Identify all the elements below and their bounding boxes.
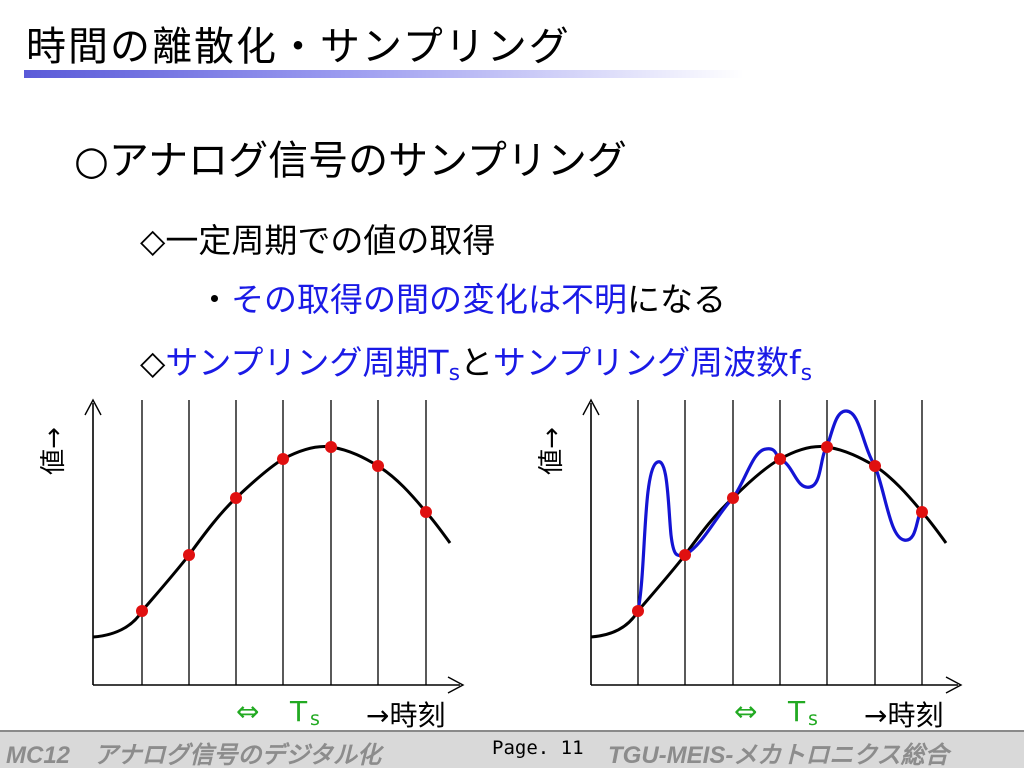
bullet-dot: ・ — [198, 280, 231, 319]
bullet-unknown-change-highlight: その取得の間の変化は不明 — [231, 280, 627, 319]
time-axis-arrowhead — [447, 676, 465, 694]
period-arrow: ⇔ — [734, 695, 757, 728]
footer-page-number: Page. 11 — [492, 737, 584, 759]
period-arrow: ⇔ — [236, 695, 259, 728]
bullet-periodic-sampling: ◇一定周期での値の取得 — [140, 214, 495, 262]
sample-point — [727, 492, 739, 504]
sample-point — [372, 460, 384, 472]
slide-title: 時間の離散化・サンプリング — [26, 24, 571, 70]
sampling-period-text: サンプリング周期T — [165, 343, 449, 382]
sample-point — [420, 506, 432, 518]
bullet-unknown-change-suffix: になる — [627, 280, 726, 319]
sample-point — [632, 605, 644, 617]
sampling-period-term: サンプリング周期Ts — [165, 343, 460, 386]
bullet-periodic-sampling-text: ◇一定周期での値の取得 — [140, 221, 496, 260]
sample-point — [821, 441, 833, 453]
slide-heading: ○アナログ信号のサンプリング — [74, 138, 627, 184]
sample-point — [183, 549, 195, 561]
sampling-frequency-subscript: s — [800, 361, 813, 386]
bullet-diamond: ◇ — [140, 343, 166, 382]
sample-point — [277, 453, 289, 465]
sample-point — [916, 506, 928, 518]
footer-organization: TGU-MEIS-メカトロニクス総合 — [608, 742, 949, 769]
conjunction-to: と — [460, 343, 494, 382]
bullet-sampling-terms: ◇サンプリング周期Tsとサンプリング周波数fs — [140, 336, 812, 386]
sample-points — [632, 441, 928, 617]
period-subscript: s — [310, 708, 320, 730]
sample-points — [136, 441, 432, 617]
value-axis-arrowhead — [582, 398, 600, 416]
value-axis-label: 値→ — [538, 427, 567, 475]
time-axis-label: →時刻 — [864, 699, 943, 732]
title-underline — [24, 70, 744, 78]
bullet-unknown-change: ・その取得の間の変化は不明になる — [198, 273, 726, 321]
sample-point — [325, 441, 337, 453]
sample-point — [230, 492, 242, 504]
period-label: T — [787, 695, 806, 728]
sample-point — [679, 549, 691, 561]
sampling-diagram-right: 値→ ⇔ T s →時刻 — [538, 398, 963, 732]
footer-bar — [0, 730, 1024, 768]
footer-course-title: MC12 アナログ信号のデジタル化 — [6, 742, 382, 769]
sample-point — [774, 453, 786, 465]
sampling-diagram-left: 値→ ⇔ T s →時刻 — [40, 398, 465, 732]
sampling-period-subscript: s — [448, 361, 461, 386]
period-label: T — [289, 695, 308, 728]
period-subscript: s — [808, 708, 818, 730]
sampling-gridlines — [141, 400, 427, 685]
time-axis-label: →時刻 — [366, 699, 445, 732]
sampling-gridlines — [637, 400, 923, 685]
sampling-frequency-term: サンプリング周波数fs — [493, 343, 812, 386]
value-axis-label: 値→ — [40, 427, 69, 475]
time-axis-arrowhead — [945, 676, 963, 694]
sample-point — [869, 460, 881, 472]
sampling-frequency-text: サンプリング周波数f — [493, 343, 801, 382]
footer-divider — [0, 730, 1024, 732]
value-axis-arrowhead — [84, 398, 102, 416]
sample-point — [136, 605, 148, 617]
